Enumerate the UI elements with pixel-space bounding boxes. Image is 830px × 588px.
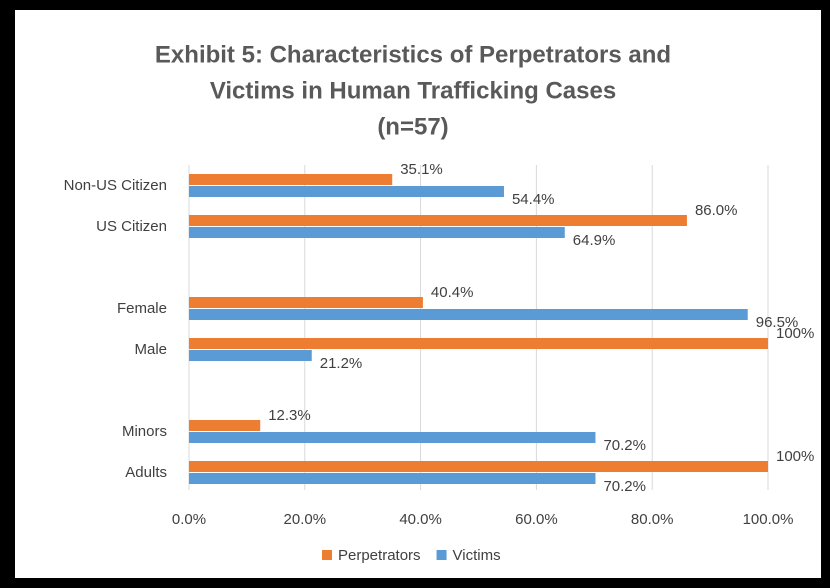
legend-label: Perpetrators [338, 547, 421, 564]
y-tick-label: Non-US Citizen [64, 177, 167, 194]
x-tick-label: 60.0% [515, 511, 558, 528]
x-tick-label: 40.0% [399, 511, 442, 528]
data-label: 70.2% [603, 437, 646, 454]
legend-label: Victims [453, 547, 501, 564]
legend-swatch [322, 550, 332, 560]
bar [189, 215, 687, 226]
bar [189, 174, 393, 185]
y-tick-label: Male [134, 341, 167, 358]
data-label: 100% [776, 448, 814, 465]
data-label: 35.1% [400, 161, 443, 178]
bar [189, 338, 768, 349]
chart-title: Exhibit 5: Characteristics of Perpetrato… [155, 41, 671, 68]
bar [189, 309, 748, 320]
x-tick-label: 100.0% [743, 511, 794, 528]
bar [189, 227, 565, 238]
legend-swatch [436, 550, 447, 560]
x-tick-label: 20.0% [284, 511, 327, 528]
bar [189, 473, 596, 484]
data-label: 21.2% [320, 355, 363, 372]
data-label: 70.2% [603, 478, 646, 495]
y-tick-label: Female [117, 300, 167, 317]
bar [189, 297, 423, 308]
chart-title: (n=57) [377, 113, 448, 140]
data-label: 12.3% [268, 407, 311, 424]
x-tick-label: 0.0% [172, 511, 206, 528]
data-label: 86.0% [695, 202, 738, 219]
data-label: 96.5% [756, 314, 799, 331]
data-label: 40.4% [431, 284, 474, 301]
y-tick-label: Adults [125, 464, 167, 481]
data-label: 100% [776, 325, 814, 342]
bar [189, 420, 261, 431]
x-tick-label: 80.0% [631, 511, 674, 528]
data-label: 64.9% [573, 232, 616, 249]
chart-title: Victims in Human Trafficking Cases [210, 77, 616, 104]
bar [189, 461, 768, 472]
y-tick-label: Minors [122, 423, 167, 440]
y-tick-label: US Citizen [96, 218, 167, 235]
bar [189, 350, 312, 361]
bar [189, 432, 596, 443]
data-label: 54.4% [512, 191, 555, 208]
bar [189, 186, 504, 197]
